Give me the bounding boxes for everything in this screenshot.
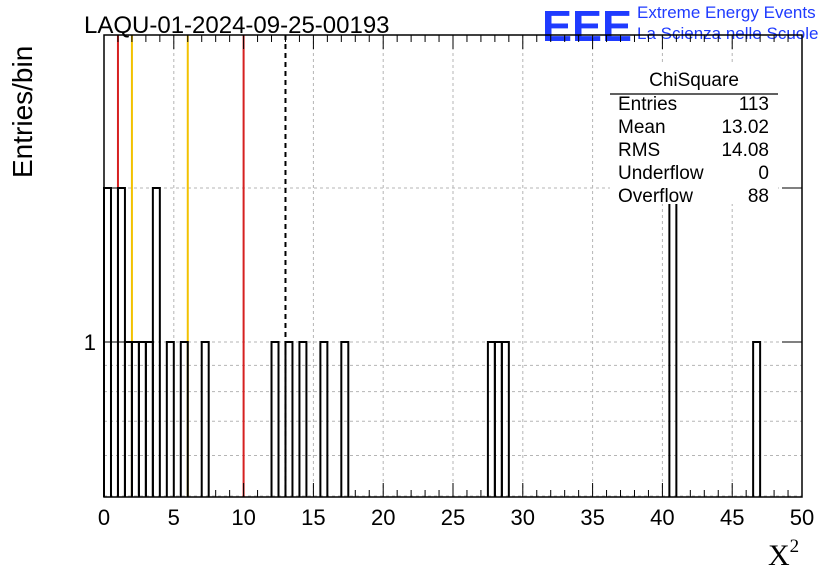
stats-box: ChiSquare Entries 113 Mean 13.02 RMS 14.08 Und… <box>610 62 778 207</box>
histogram-bin <box>165 341 175 497</box>
x-tick-labels: 0 5 10 15 20 25 30 35 40 45 50 <box>98 505 814 530</box>
histogram-bin <box>319 341 329 497</box>
histogram-bin <box>500 341 510 497</box>
histogram-bin <box>752 341 762 497</box>
x-tick-label: 10 <box>231 505 255 530</box>
x-tick-label: 35 <box>580 505 604 530</box>
logo-line-2: La Scienza nelle Scuole <box>637 24 818 43</box>
x-tick-label: 0 <box>98 505 110 530</box>
histogram-bin <box>340 341 350 497</box>
histogram-bin <box>200 341 210 497</box>
x-tick-label: 40 <box>650 505 674 530</box>
y-tick-label: 1 <box>84 330 96 355</box>
stats-label: Overflow <box>618 186 693 207</box>
stats-label: Underflow <box>618 163 704 184</box>
stats-value: 0 <box>758 163 769 184</box>
stats-label: Mean <box>618 117 666 138</box>
histogram-bin <box>179 341 189 497</box>
y-tick-labels: 1 <box>84 330 96 355</box>
x-tick-label: 50 <box>790 505 814 530</box>
x-tick-label: 30 <box>511 505 535 530</box>
grid <box>104 35 802 497</box>
x-axis-label: X2 <box>768 536 799 572</box>
x-tick-label: 20 <box>371 505 395 530</box>
stats-label: RMS <box>618 140 660 161</box>
stats-value: 13.02 <box>721 117 769 138</box>
x-tick-label: 45 <box>720 505 744 530</box>
stats-label: Entries <box>618 94 677 115</box>
stats-value: 113 <box>739 94 769 115</box>
stats-value: 14.08 <box>721 140 769 161</box>
histogram-bin <box>298 341 308 497</box>
histogram-bin <box>284 341 294 497</box>
eee-logo: EEE <box>542 2 632 51</box>
x-tick-label: 15 <box>301 505 325 530</box>
histogram-bin <box>270 341 280 497</box>
x-tick-label: 25 <box>441 505 465 530</box>
axis-ticks <box>103 35 803 497</box>
stats-value: 88 <box>748 186 769 207</box>
logo-line-1: Extreme Energy Events <box>637 3 816 22</box>
histogram-bars <box>103 187 762 497</box>
histogram-bin <box>151 187 161 497</box>
stats-title: ChiSquare <box>649 70 739 91</box>
y-axis-label: Entries/bin <box>7 46 38 178</box>
x-tick-label: 5 <box>168 505 180 530</box>
